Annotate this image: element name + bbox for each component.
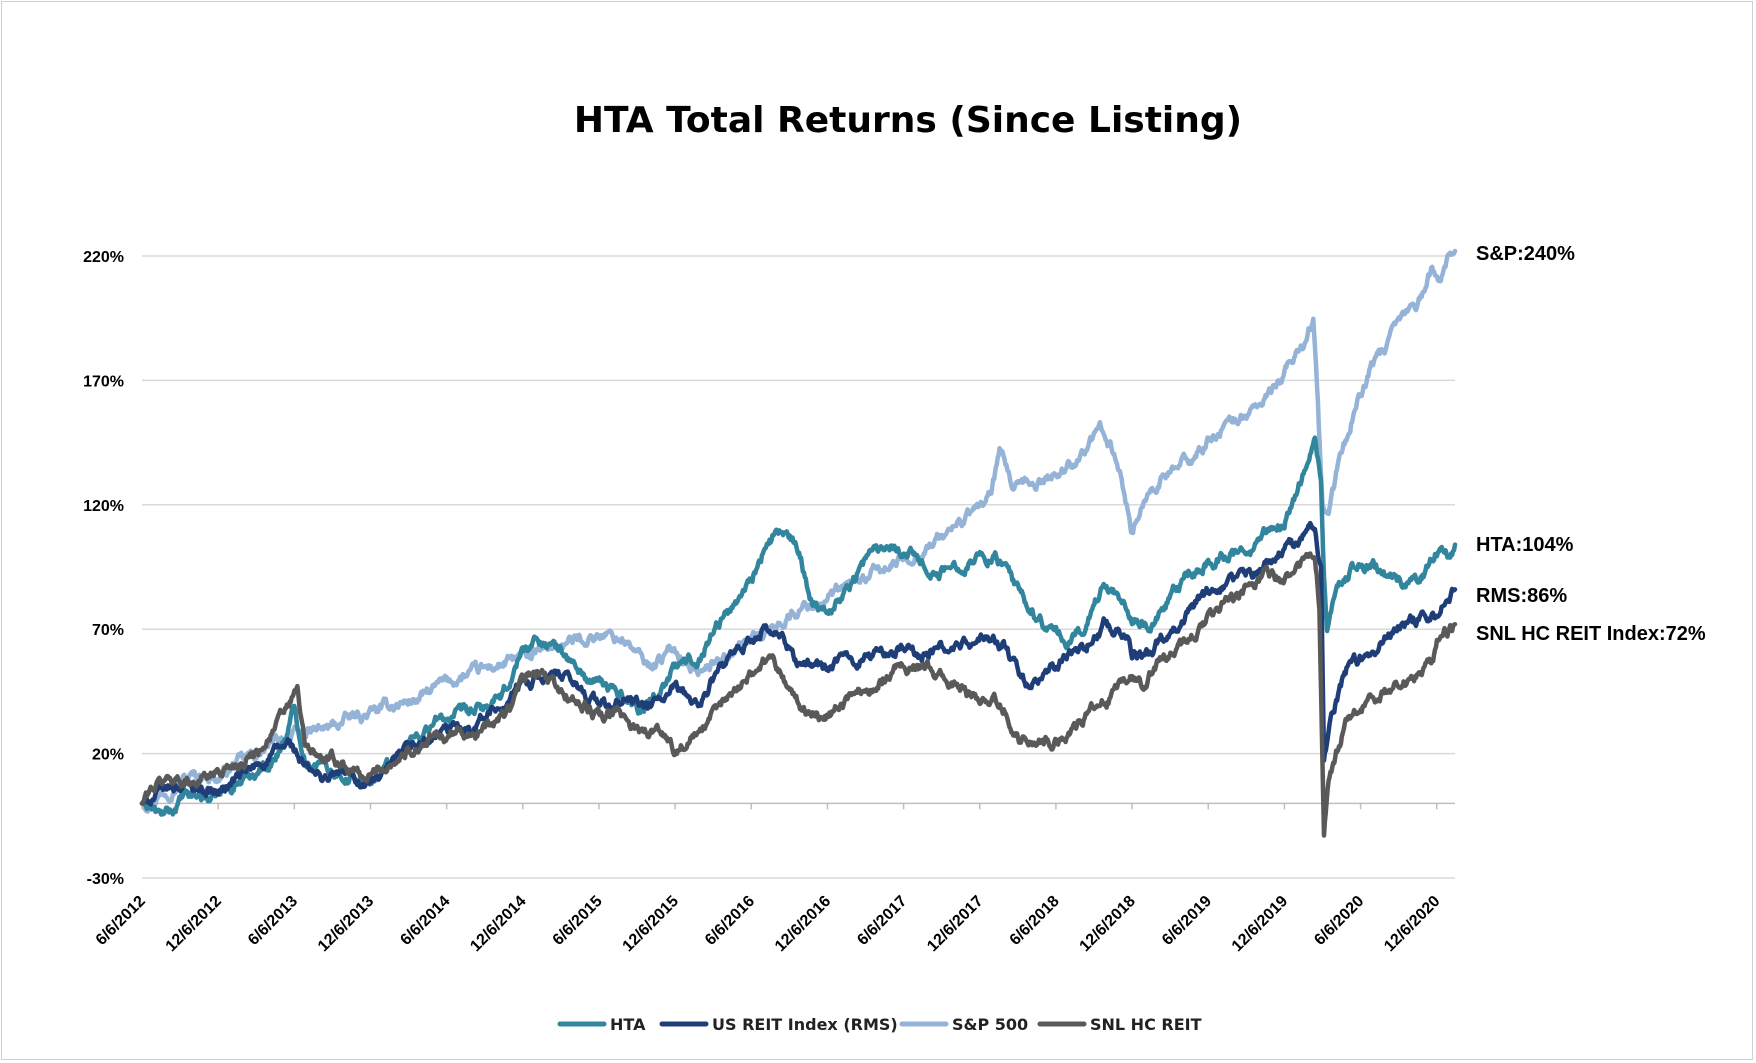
series-lines — [139, 248, 1458, 838]
x-tick-label: 6/6/2020 — [1311, 893, 1367, 949]
legend: HTA US REIT Index (RMS) S&P 500 SNL HC REIT — [557, 1015, 1202, 1034]
y-tick-label: -30% — [87, 871, 124, 888]
series-line-hta — [139, 435, 1458, 817]
end-labels: HTA:104% RMS:86% S&P:240% SNL HC REIT Index… — [1476, 243, 1706, 645]
legend-label: SNL HC REIT — [1090, 1015, 1202, 1034]
x-tick-label: 6/6/2014 — [397, 893, 453, 949]
end-label-snl-hc-reit: SNL HC REIT Index:72% — [1476, 623, 1706, 645]
x-tick-label: 6/6/2019 — [1159, 893, 1215, 949]
y-tick-label: 20% — [92, 747, 124, 764]
x-tick-label: 6/6/2016 — [702, 893, 758, 949]
series-line-snl-hc-reit — [139, 551, 1458, 838]
x-tick-label: 12/6/2018 — [1077, 893, 1139, 955]
series-line-us-reit-index-rms- — [139, 520, 1458, 807]
y-axis-ticks: -30% 20% 70% 120% 170% 220% — [83, 249, 124, 888]
x-tick-label: 6/6/2018 — [1007, 893, 1063, 949]
end-label-hta: HTA:104% — [1476, 534, 1574, 556]
y-tick-label: 170% — [83, 373, 124, 390]
x-tick-label: 6/6/2012 — [93, 893, 149, 949]
x-tick-label: 12/6/2017 — [924, 893, 986, 955]
x-tick-label: 12/6/2019 — [1229, 893, 1291, 955]
end-label-us-reit-index-rms-: RMS:86% — [1476, 585, 1567, 607]
legend-label: S&P 500 — [952, 1015, 1028, 1034]
x-axis: 6/6/2012 12/6/2012 6/6/2013 12/6/2013 6/6/20… — [93, 802, 1455, 955]
legend-label: HTA — [610, 1015, 646, 1034]
x-tick-label: 6/6/2015 — [550, 893, 606, 949]
x-tick-label: 6/6/2013 — [245, 893, 301, 949]
y-tick-label: 120% — [83, 498, 124, 515]
series-line-s-p-500 — [139, 248, 1458, 814]
x-tick-label: 6/6/2017 — [854, 893, 910, 949]
x-tick-label: 12/6/2014 — [467, 893, 529, 955]
y-tick-label: 70% — [92, 622, 124, 639]
gridlines — [142, 255, 1455, 879]
x-tick-label: 12/6/2016 — [772, 893, 834, 955]
end-label-s-p-500: S&P:240% — [1476, 243, 1575, 265]
y-tick-label: 220% — [83, 249, 124, 266]
x-tick-label: 12/6/2013 — [315, 893, 377, 955]
chart-title: HTA Total Returns (Since Listing) — [574, 100, 1242, 141]
legend-label: US REIT Index (RMS) — [712, 1015, 898, 1034]
x-tick-label: 12/6/2015 — [620, 893, 682, 955]
x-tick-label: 12/6/2020 — [1381, 893, 1443, 955]
x-tick-label: 12/6/2012 — [163, 893, 225, 955]
